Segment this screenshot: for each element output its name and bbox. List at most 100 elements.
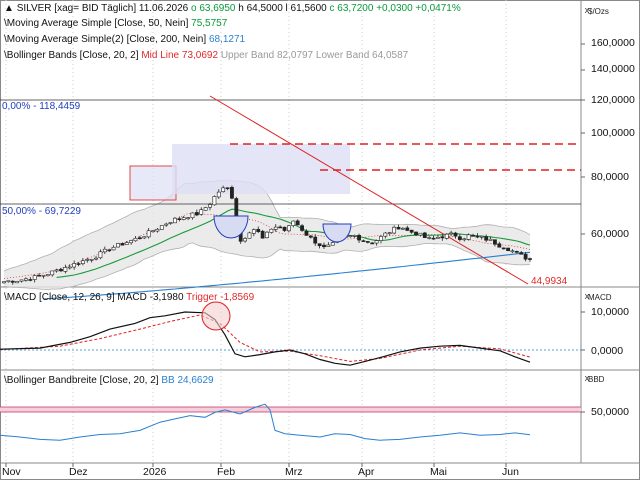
y-tick-label: 160,0000 — [591, 37, 635, 49]
close-icon[interactable]: x — [584, 291, 590, 301]
candle-body — [291, 220, 296, 226]
y-tick-label: 80,0000 — [591, 171, 629, 183]
candle-body — [256, 228, 261, 233]
candle-body — [479, 235, 484, 238]
candle-body — [409, 229, 414, 233]
candle-body — [212, 196, 217, 206]
y-tick-label: 50,0000 — [591, 406, 629, 418]
candle-body — [133, 237, 138, 242]
candle-body — [173, 217, 177, 224]
candle-body — [348, 235, 353, 238]
candle-body — [203, 207, 208, 211]
pattern-marker — [213, 215, 249, 239]
candle-body — [269, 228, 274, 233]
candle-body — [365, 241, 370, 243]
candle-body — [243, 238, 247, 242]
candle-body — [124, 242, 129, 245]
candle-body — [208, 204, 212, 208]
fib-0-label: 0,00% - 118,4459 — [2, 101, 81, 112]
candle-body — [89, 258, 94, 261]
macd-highlight-circle — [201, 301, 231, 331]
candle-body — [273, 226, 278, 230]
candle-body — [361, 240, 366, 242]
quote-change-pct: +0,0471% — [415, 3, 461, 14]
x-tick-label: Mrz — [285, 466, 303, 478]
bbw-line — [0, 403, 531, 441]
candle-body — [98, 251, 103, 259]
expand-icon[interactable]: \ — [4, 50, 7, 61]
candle-body — [45, 274, 50, 277]
legend-bb-upper: Upper Band 82,0797 — [220, 50, 314, 61]
legend-ma200-label: Moving Average Simple(2) [Close, 200, Ne… — [6, 34, 207, 45]
expand-icon[interactable]: \ — [4, 34, 7, 45]
candle-body — [2, 281, 6, 284]
symbol-name: SILVER [xag= BID Täglich] — [16, 3, 137, 14]
candle-body — [72, 263, 77, 268]
candle-body — [225, 187, 230, 190]
quote-high: h 64,5000 — [238, 3, 283, 14]
candle-body — [50, 270, 55, 276]
macd-legend[interactable]: \MACD [Close, 12, 26, 9] MACD -3,1980 Tr… — [4, 292, 254, 304]
candle-body — [471, 235, 475, 237]
close-icon[interactable]: x — [584, 373, 590, 383]
trend-line — [209, 95, 529, 285]
candle-body — [295, 220, 300, 226]
candle-body — [453, 232, 458, 237]
header-line: ▲ SILVER [xag= BID Täglich] 11.06.2026 o… — [4, 3, 461, 15]
legend-bb-label: Bollinger Bands [Close, 20, 2] — [6, 50, 139, 61]
candle-body — [32, 275, 37, 280]
candle-body — [102, 248, 107, 253]
candle-body — [414, 231, 418, 236]
candle-body — [129, 240, 134, 244]
candle-body — [405, 227, 410, 231]
collapse-icon[interactable]: ▲ — [4, 3, 14, 14]
candle-body — [251, 229, 256, 234]
y-tick-label: 140,0000 — [591, 63, 635, 75]
candle-body — [151, 230, 155, 233]
candle-body — [19, 279, 24, 282]
candle-body — [506, 247, 510, 252]
quote-low: l 61,5600 — [285, 3, 327, 14]
candle-body — [116, 243, 120, 248]
bbw-value: BB 24,6629 — [161, 375, 214, 386]
legend-ma50[interactable]: \Moving Average Simple [Close, 50, Nein]… — [4, 18, 227, 30]
pattern-marker — [322, 223, 352, 243]
candle-body — [510, 250, 515, 253]
y-tick-label: 0,0000 — [591, 345, 624, 357]
bbw-legend[interactable]: \Bollinger Bandbreite [Close, 20, 2] BB … — [4, 375, 214, 387]
candle-body — [85, 259, 90, 261]
candle-body — [427, 237, 432, 239]
legend-bollinger[interactable]: \Bollinger Bands [Close, 20, 2] Mid Line… — [4, 50, 408, 62]
expand-icon[interactable]: \ — [4, 18, 7, 29]
candle-body — [142, 236, 147, 239]
fib-50-label: 50,00% - 69,7229 — [2, 206, 81, 217]
macd-value: MACD -3,1980 — [117, 292, 184, 303]
candle-body — [449, 232, 454, 235]
expand-icon[interactable]: \ — [4, 292, 7, 303]
candle-body — [528, 258, 532, 260]
candle-body — [475, 235, 480, 238]
candle-body — [186, 217, 191, 220]
x-tick-label: Jun — [502, 466, 519, 478]
candle-body — [159, 225, 164, 230]
y-tick-label: 10,0000 — [591, 306, 629, 318]
bollinger-lower-line — [3, 242, 531, 291]
candle-body — [177, 218, 182, 220]
candle-body — [181, 217, 186, 220]
candle-body — [308, 235, 313, 238]
bbw-label: Bollinger Bandbreite [Close, 20, 2] — [6, 375, 159, 386]
candle-body — [216, 191, 221, 198]
candle-body — [278, 226, 283, 229]
legend-bb-mid: Mid Line 73,0692 — [141, 50, 219, 61]
candle-body — [436, 237, 440, 239]
quote-open: o 63,6950 — [190, 3, 236, 14]
candle-body — [265, 231, 269, 239]
quote-change: +0,0300 — [376, 3, 413, 14]
close-icon[interactable]: x — [584, 5, 590, 15]
candle-body — [164, 223, 169, 226]
x-tick-label: Feb — [217, 466, 236, 478]
candle-body — [462, 238, 467, 241]
expand-icon[interactable]: \ — [4, 375, 7, 386]
legend-ma200[interactable]: \Moving Average Simple(2) [Close, 200, N… — [4, 34, 245, 46]
